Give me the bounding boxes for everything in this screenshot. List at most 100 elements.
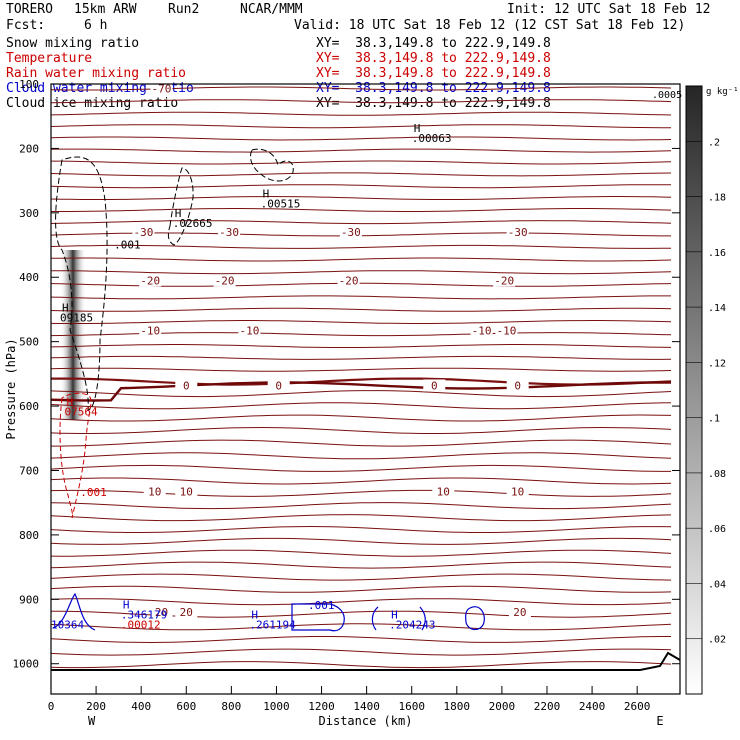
colorbar-unit: g kg⁻¹ [706,87,739,97]
snow-contour-upper [167,167,194,246]
isotherm-label: -30 [219,226,239,239]
extremum-symbol: H [263,188,270,201]
isotherm-line [50,623,672,631]
isotherm-line [50,136,672,141]
forecast-hours: 6 h [84,18,108,33]
isotherm-line [50,111,672,116]
isotherm-label-bg [267,379,290,392]
isotherm-label: 20 [513,606,526,619]
init-time: Init: 12 UTC Sat 18 Feb 12 [507,2,711,17]
isotherm-label-bg [495,324,518,337]
isotherm-label-bg [238,324,261,337]
model-name: TORERO [6,2,53,17]
isotherm-label-bg [423,379,446,392]
isotherm-label: -70 [152,83,172,96]
isotherm-label: -10 [239,325,259,338]
isotherm-line [50,464,671,472]
isotherm-label-bg [213,274,236,287]
isotherm-line [50,525,672,533]
isotherm-line [50,390,672,398]
y-tick-label: 500 [19,336,39,349]
extremum-symbol: H [391,608,398,621]
isotherm-label: -30 [508,226,528,239]
extremum-value: .204243 [389,618,435,631]
isotherm-line [50,172,672,177]
isotherm-label: 0 [431,379,438,392]
isotherm-line [50,355,672,360]
x-tick-label: 2200 [534,700,561,713]
isotherm-line [50,86,672,91]
isotherm-label-bg [339,226,362,239]
isotherm-label-bg [175,485,198,498]
extremum-value: .001 [114,238,141,251]
isotherm-line [50,148,672,153]
colorbar-tick-label: .04 [708,579,726,590]
extremum-symbol: H [62,302,69,315]
extremum-symbol: H [67,396,74,409]
isotherm-line [50,295,671,300]
extremum-value: 10364 [51,618,84,631]
isotherm-line [50,99,672,104]
forecast-label: Fcst: [6,18,46,33]
isotherm-label: -30 [133,226,153,239]
extremum-value: .02665 [173,217,213,230]
legend-temperature-xy: XY= 38.3,149.8 to 222.9,149.8 [316,51,551,66]
extremum-symbol: H [123,599,130,612]
x-tick-label: 1400 [353,700,380,713]
isotherm-line [50,661,672,669]
isotherm-label: 0 [514,379,521,392]
isotherm-label-bg [337,274,360,287]
extremum-value: .261194 [249,618,296,631]
isotherm-label-bg [175,606,198,619]
isotherm-label: 20 [155,606,168,619]
isotherm-label-bg [218,226,241,239]
isotherm-label: -20 [140,274,160,287]
cloud-water-contour-east-left [371,606,379,631]
isotherm-label: 10 [437,486,450,499]
isotherm-label-bg [470,324,493,337]
legend-temperature-label: Temperature [6,51,93,66]
extremum-symbol: H [251,608,258,621]
colorbar-tick-label: .14 [708,303,726,314]
isotherm-line [50,452,672,460]
isotherm-line [50,344,672,348]
extremum-value: 09185 [60,312,93,325]
isotherm-line [50,320,672,324]
isotherm-label: -10 [496,325,516,338]
isotherm-freezing-line [50,381,671,402]
isotherm-line [50,414,672,422]
isotherm-line [50,244,672,249]
isotherm-label-bg [139,324,162,337]
legend-rain-label: Rain water mixing ratio [6,66,187,81]
isotherm-line [50,477,672,485]
isotherm-label: 10 [148,486,161,499]
valid-time: Valid: 18 UTC Sat 18 Feb 12 (12 CST Sat … [294,18,686,33]
extremum-value: .00012 [121,618,161,631]
x-tick-label: 400 [131,700,151,713]
isotherm-label: -10 [472,325,492,338]
snow-contour-top [249,148,294,182]
legend-cloud-ice-label: Cloud ice mixing ratio [6,96,179,111]
extremum-value: .00063 [412,132,452,145]
isotherm-label-bg [150,82,173,95]
plot-frame [50,83,681,695]
model-resolution: 15km ARW [74,2,137,17]
isotherm-line [50,648,672,656]
isotherm-label-bg [508,606,531,619]
isotherm-label: 10 [180,486,193,499]
isotherm-label: -30 [341,226,361,239]
cloud-water-contour-far-east [465,606,485,631]
org-label: NCAR/MMM [240,2,303,17]
colorbar-tick-label: .16 [708,248,726,259]
colorbar-tick-label: .18 [708,193,726,204]
isotherm-line [50,573,672,581]
isotherm-label-bg [506,379,529,392]
y-tick-label: 900 [19,593,39,606]
y-tick-label: 400 [19,271,39,284]
isotherm-line [50,598,672,606]
isotherm-label-bg [139,274,162,287]
isotherm-label: 20 [180,606,193,619]
y-tick-label: 600 [19,400,39,413]
y-tick-label: 800 [19,529,39,542]
extremum-symbol: H [414,122,421,135]
